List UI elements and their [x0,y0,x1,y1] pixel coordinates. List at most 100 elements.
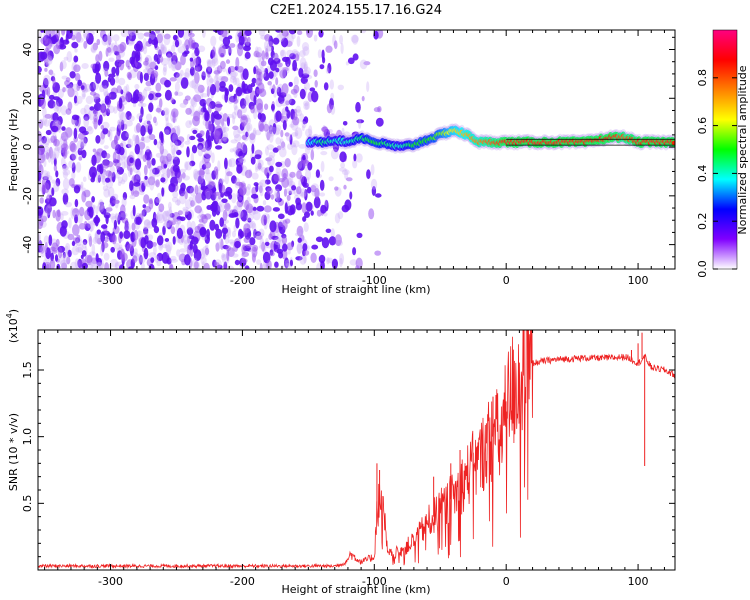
noise-blob [236,192,240,198]
noise-blob [189,160,196,167]
noise-blob [281,177,290,188]
noise-blob [45,152,50,160]
noise-blob [321,126,328,132]
noise-blob [296,30,303,36]
noise-blob [120,119,125,131]
noise-blob [302,216,307,222]
noise-blob [194,205,202,214]
noise-blob [263,120,267,126]
noise-blob [122,172,128,183]
noise-blob [120,204,126,216]
noise-blob [352,247,357,256]
noise-blob [125,35,130,45]
noise-blob [272,84,276,92]
noise-blob [302,69,310,76]
noise-blob [73,55,79,63]
noise-blob [301,202,307,214]
noise-blob [158,55,164,63]
noise-blob [192,244,198,254]
noise-blob [62,87,66,93]
noise-blob [65,127,73,138]
noise-blob [289,204,296,215]
noise-blob [72,224,80,236]
noise-blob [102,34,108,43]
noise-blob [229,148,235,153]
noise-blob [45,89,49,95]
noise-blob [359,59,368,70]
noise-blob [190,98,196,106]
noise-blob [138,91,143,98]
noise-blob [110,246,115,253]
noise-blob [218,195,222,200]
noise-blob [107,33,111,42]
noise-blob [102,185,109,192]
noise-blob [286,63,290,74]
x-tick-label: 100 [628,575,649,588]
noise-blob [292,59,297,72]
noise-blob [326,103,333,114]
noise-blob [166,153,172,162]
noise-blob [291,144,298,156]
noise-blob [83,33,88,38]
noise-blob [160,132,164,144]
noise-blob [242,144,247,154]
noise-blob [294,127,303,139]
noise-blob [135,158,142,170]
noise-blob [315,169,320,178]
noise-blob [247,217,252,223]
noise-blob [67,87,75,98]
noise-blob [342,121,348,126]
noise-blob [245,244,252,248]
noise-blob [203,262,210,269]
noise-blob [274,261,279,268]
noise-blob [93,117,98,130]
noise-blob [267,80,273,86]
noise-blob [129,30,136,36]
noise-blob [280,129,284,138]
noise-blob [139,71,143,84]
noise-blob [126,243,134,252]
noise-blob [232,76,238,86]
noise-blob [220,76,226,83]
noise-blob [225,59,231,64]
noise-blob [246,196,251,206]
noise-blob [261,91,267,96]
noise-blob [334,234,342,247]
noise-blob [38,118,45,127]
noise-blob [306,176,310,186]
noise-blob [204,172,212,182]
noise-blob [172,34,178,41]
x-tick-label: -300 [98,274,123,287]
noise-blob [73,95,78,104]
noise-blob [61,188,69,195]
noise-blob [206,86,210,98]
noise-blob [171,60,177,69]
noise-blob [242,83,249,92]
noise-blob [171,196,179,203]
noise-blob [66,51,73,63]
noise-blob [80,141,84,150]
noise-blob [239,98,247,109]
noise-blob [299,254,307,265]
noise-blob [112,151,117,162]
noise-blob [107,232,111,237]
noise-blob [62,164,67,169]
noise-blob [149,61,157,70]
noise-blob [191,78,199,90]
noise-blob [142,88,148,99]
noise-blob [43,235,50,245]
noise-blob [208,113,212,125]
noise-blob [255,98,264,111]
noise-blob [38,206,44,216]
noise-blob [82,93,86,98]
noise-blob [118,77,126,86]
noise-blob [73,127,78,140]
noise-blob [138,102,144,107]
noise-blob [119,244,123,249]
noise-blob [46,263,50,269]
noise-blob [43,159,47,168]
noise-blob [42,182,50,194]
noise-blob [108,91,117,100]
noise-blob [112,34,120,42]
noise-blob [352,53,359,61]
